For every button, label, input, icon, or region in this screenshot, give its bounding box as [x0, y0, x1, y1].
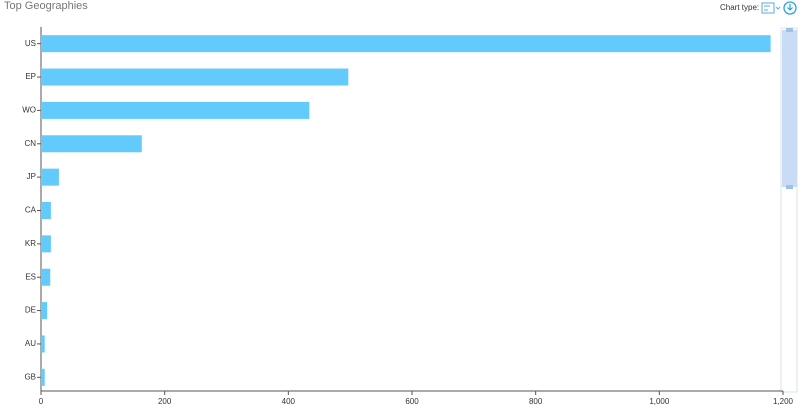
bar: [41, 335, 45, 353]
y-tick-label: ES: [25, 272, 36, 281]
bar: [41, 35, 771, 53]
scroll-grip[interactable]: [786, 28, 793, 32]
chart-type-button[interactable]: [761, 2, 781, 14]
bar: [41, 168, 59, 186]
download-arrow: [787, 4, 793, 11]
x-tick-label: 600: [405, 397, 419, 406]
x-tick-label: 0: [39, 397, 44, 406]
x-tick-label: 400: [282, 397, 296, 406]
x-tick-label: 200: [158, 397, 172, 406]
y-tick-label: GB: [24, 372, 36, 381]
bar: [41, 101, 310, 119]
chart-type-icon[interactable]: [761, 2, 775, 14]
x-tick-label: 1,200: [773, 397, 794, 406]
y-tick-label: JP: [27, 172, 36, 181]
y-tick-label: CN: [24, 139, 36, 148]
y-tick-label: DE: [25, 306, 36, 315]
scroll-handle[interactable]: [782, 30, 797, 187]
bar: [41, 68, 349, 86]
y-tick-label: KR: [25, 239, 36, 248]
y-tick-label: US: [25, 39, 36, 48]
download-icon[interactable]: [783, 1, 797, 15]
y-tick-label: CA: [25, 206, 37, 215]
bar: [41, 135, 142, 153]
bar: [41, 202, 51, 219]
y-tick-label: EP: [25, 72, 36, 81]
y-tick-label: WO: [22, 106, 36, 115]
bar: [41, 235, 51, 253]
scroll-grip[interactable]: [786, 185, 793, 189]
scrollbar[interactable]: [780, 27, 798, 393]
toolbar-label: Chart type:: [720, 3, 759, 12]
bar: [41, 368, 45, 386]
bar: [41, 268, 51, 286]
y-tick-label: AU: [25, 339, 36, 348]
chart-title: Top Geographies: [4, 0, 88, 12]
x-tick-label: 800: [529, 397, 543, 406]
dropdown-arrow: [775, 6, 781, 10]
x-tick-label: 1,000: [649, 397, 670, 406]
bar: [41, 302, 48, 320]
download-button[interactable]: [783, 1, 797, 15]
